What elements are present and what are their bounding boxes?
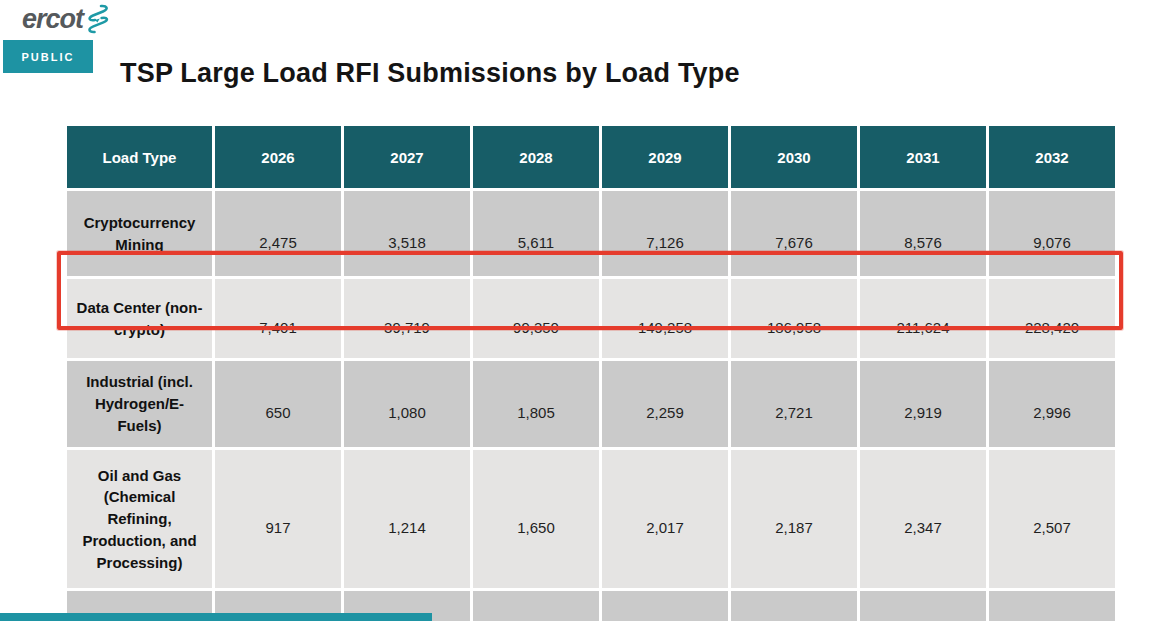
slide: ercot PUBLIC TSP Large Load RFI Submissi… — [0, 0, 1150, 621]
value-cell: 1,805 — [473, 361, 599, 447]
value-cell: 2,996 — [989, 361, 1115, 447]
column-header-load-type: Load Type — [67, 126, 212, 188]
column-header-year: 2026 — [215, 126, 341, 188]
value-cell: 9,076 — [989, 191, 1115, 276]
table-row: Industrial (incl. Hydrogen/E-Fuels)6501,… — [67, 361, 1115, 447]
value-cell: 2,187 — [731, 450, 857, 588]
value-cell: 3,518 — [344, 191, 470, 276]
value-cell: 2,721 — [731, 361, 857, 447]
column-header-year: 2029 — [602, 126, 728, 188]
value-cell: 2,507 — [989, 450, 1115, 588]
table-row: Oil and Gas (Chemical Refining, Producti… — [67, 450, 1115, 588]
value-cell: 242,999 — [989, 591, 1115, 621]
value-cell: 7,401 — [215, 279, 341, 358]
ercot-logo: ercot — [22, 6, 110, 38]
column-header-year: 2027 — [344, 126, 470, 188]
value-cell: 1,214 — [344, 450, 470, 588]
value-cell: 2,347 — [860, 450, 986, 588]
column-header-year: 2032 — [989, 126, 1115, 188]
value-cell: 186,958 — [731, 279, 857, 358]
value-cell: 7,676 — [731, 191, 857, 276]
value-cell: 1,650 — [473, 450, 599, 588]
value-cell: 99,350 — [473, 279, 599, 358]
ercot-lightning-icon — [86, 4, 110, 38]
value-cell: 650 — [215, 361, 341, 447]
public-badge-label: PUBLIC — [22, 51, 75, 63]
value-cell: 39,719 — [344, 279, 470, 358]
column-header-year: 2030 — [731, 126, 857, 188]
row-label: Industrial (incl. Hydrogen/E-Fuels) — [67, 361, 212, 447]
row-label: Data Center (non-crypto) — [67, 279, 212, 358]
row-label: Cryptocurrency Mining — [67, 191, 212, 276]
ercot-logo-text: ercot — [22, 6, 83, 33]
row-label: Oil and Gas (Chemical Refining, Producti… — [67, 450, 212, 588]
value-cell: 917 — [215, 450, 341, 588]
column-header-year: 2028 — [473, 126, 599, 188]
value-cell: 2,259 — [602, 361, 728, 447]
value-cell: 228,420 — [989, 279, 1115, 358]
footer-accent-bar — [0, 613, 432, 621]
value-cell: 2,919 — [860, 361, 986, 447]
value-cell: 2,017 — [602, 450, 728, 588]
table-row-highlighted: Data Center (non-crypto)7,40139,71999,35… — [67, 279, 1115, 358]
value-cell: 211,624 — [860, 279, 986, 358]
value-cell: 5,611 — [473, 191, 599, 276]
value-cell: 2,475 — [215, 191, 341, 276]
value-cell: 108,416 — [473, 591, 599, 621]
column-header-year: 2031 — [860, 126, 986, 188]
value-cell: 199,542 — [731, 591, 857, 621]
table-header-row: Load Type2026202720282029203020312032 — [67, 126, 1115, 188]
public-classification-badge: PUBLIC — [3, 40, 93, 73]
value-cell: 149,258 — [602, 279, 728, 358]
load-type-table-container: Load Type2026202720282029203020312032 Cr… — [64, 123, 1118, 621]
page-title: TSP Large Load RFI Submissions by Load T… — [120, 58, 740, 89]
load-type-table: Load Type2026202720282029203020312032 Cr… — [64, 123, 1118, 621]
value-cell: 1,080 — [344, 361, 470, 447]
value-cell: 160,660 — [602, 591, 728, 621]
value-cell: 7,126 — [602, 191, 728, 276]
value-cell: 225,466 — [860, 591, 986, 621]
table-row: Cryptocurrency Mining2,4753,5185,6117,12… — [67, 191, 1115, 276]
value-cell: 8,576 — [860, 191, 986, 276]
